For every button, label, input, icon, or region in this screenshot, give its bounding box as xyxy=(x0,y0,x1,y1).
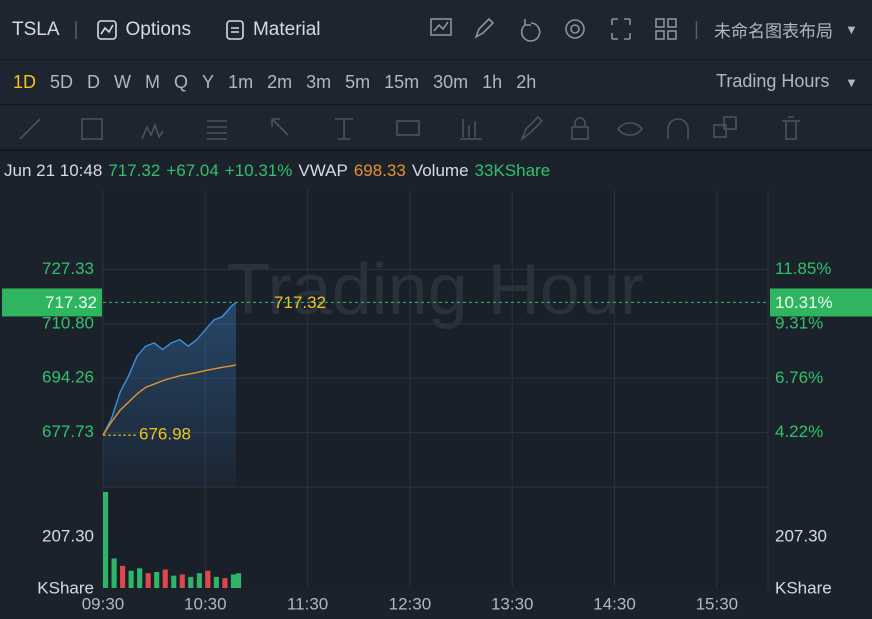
volume-bar xyxy=(171,575,177,588)
change: +67.04 xyxy=(166,161,219,180)
y-tick-label: 694.26 xyxy=(42,368,94,387)
x-tick-label: 12:30 xyxy=(389,594,432,613)
price: 717.32 xyxy=(108,161,161,180)
separator: | xyxy=(73,18,79,40)
timeframe-button[interactable]: Y xyxy=(202,72,215,92)
trading-hours[interactable]: Trading Hours xyxy=(716,71,830,91)
low-annotation: 676.98 xyxy=(139,425,191,444)
y2-tick-label: 9.31% xyxy=(775,313,823,332)
volume-bar xyxy=(230,574,236,588)
y-tick-label: 677.73 xyxy=(42,422,94,441)
last-change-box xyxy=(770,288,872,317)
volume-label: Volume xyxy=(411,161,469,180)
volume-bar xyxy=(120,565,126,588)
x-tick-label: 14:30 xyxy=(593,594,636,613)
y-tick-label: 727.33 xyxy=(42,259,94,278)
series-line xyxy=(102,301,237,436)
timeframe-button[interactable]: W xyxy=(114,72,132,92)
top-icons[interactable] xyxy=(428,15,688,45)
volume-unit: KShare xyxy=(37,578,94,597)
dropdown-arrow[interactable]: ▼ xyxy=(845,75,858,90)
separator: | xyxy=(694,18,699,40)
layout-name[interactable]: 未命名图表布局 xyxy=(714,22,833,41)
volume-bar xyxy=(196,573,202,588)
drawing-toolbar xyxy=(0,106,872,151)
last-price-box xyxy=(2,288,102,317)
x-tick-label: 13:30 xyxy=(491,594,534,613)
volume-tick-label: 207.30 xyxy=(42,526,94,545)
volume-bar xyxy=(103,491,109,588)
y2-tick-label: 6.76% xyxy=(775,368,823,387)
timeframe-button[interactable]: D xyxy=(87,72,101,92)
material-button[interactable]: Material xyxy=(252,18,321,40)
timeframe-button[interactable]: 15m xyxy=(384,72,420,92)
options-icon[interactable] xyxy=(96,19,118,41)
last-change-label: 10.31% xyxy=(775,293,833,312)
volume-bar xyxy=(236,573,242,588)
last-price-label: 717.32 xyxy=(45,293,97,312)
timeframe-button[interactable]: 1D xyxy=(13,72,37,92)
timeframe-button[interactable]: 1m xyxy=(228,72,254,92)
volume-bar xyxy=(145,573,151,588)
change-pct: +10.31% xyxy=(224,161,293,180)
timeframe-button[interactable]: Q xyxy=(174,72,189,92)
vwap-value: 698.33 xyxy=(353,161,406,180)
volume-bar xyxy=(137,568,143,588)
options-button[interactable]: Options xyxy=(125,18,191,40)
datetime: Jun 21 10:48 xyxy=(4,161,103,180)
x-tick-label: 09:30 xyxy=(82,594,125,613)
volume-bar xyxy=(188,576,194,588)
timeframe-button[interactable]: 5m xyxy=(345,72,371,92)
volume-value: 33KShare xyxy=(474,161,551,180)
volume-bar xyxy=(222,578,228,588)
drawing-tools[interactable] xyxy=(0,105,872,150)
volume-bar xyxy=(213,576,219,588)
symbol[interactable]: TSLA xyxy=(12,18,60,40)
volume-unit: KShare xyxy=(775,578,832,597)
volume-tick-label: 207.30 xyxy=(775,526,827,545)
timeframe-button[interactable]: M xyxy=(145,72,161,92)
y2-tick-label: 4.22% xyxy=(775,422,823,441)
volume-bar xyxy=(205,570,211,588)
y-tick-label: 710.80 xyxy=(42,313,94,332)
x-tick-label: 11:30 xyxy=(287,594,328,613)
x-tick-label: 15:30 xyxy=(696,594,739,613)
volume-bar xyxy=(111,558,117,588)
y2-tick-label: 11.85% xyxy=(775,259,831,278)
price-area xyxy=(103,302,236,487)
timeframe-button[interactable]: 5D xyxy=(50,72,74,92)
timeframe-button[interactable]: 2h xyxy=(516,72,537,92)
last-price-annotation: 717.32 xyxy=(274,293,326,312)
volume-bar xyxy=(162,569,168,588)
status-line: Jun 21 10:48 717.32 +67.04 +10.31% VWAP … xyxy=(0,152,872,190)
timeframe-button[interactable]: 3m xyxy=(306,72,332,92)
timeframe-bar: 1D 5D D W M Q Y 1m 2m 3m 5m 15m 30m 1h 2h xyxy=(0,61,872,105)
x-tick-label: 10:30 xyxy=(184,594,227,613)
timeframe-button[interactable]: 2m xyxy=(267,72,293,92)
series-line xyxy=(102,364,237,436)
vwap-label: VWAP xyxy=(298,161,348,180)
volume-bar xyxy=(128,570,134,588)
material-icon[interactable] xyxy=(225,19,245,41)
watermark: Trading Hour xyxy=(226,250,644,330)
volume-bar xyxy=(179,574,185,588)
dropdown-arrow[interactable]: ▼ xyxy=(845,22,858,37)
top-bar: TSLA | Options Material | 未命名图表布局 ▼ xyxy=(0,0,872,60)
timeframe-button[interactable]: 30m xyxy=(433,72,469,92)
volume-bar xyxy=(154,571,160,588)
timeframe-button[interactable]: 1h xyxy=(482,72,503,92)
